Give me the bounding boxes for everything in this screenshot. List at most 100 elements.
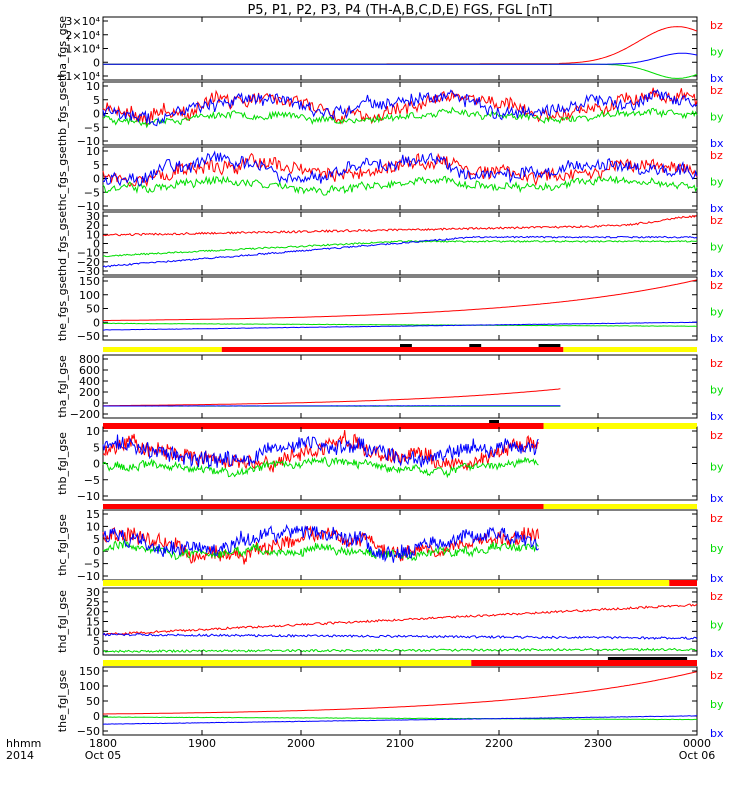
burst-mark bbox=[469, 344, 482, 347]
burst-mark bbox=[607, 657, 688, 660]
y-tick-label: −5 bbox=[84, 186, 100, 199]
x-tick-label: 2100 bbox=[386, 737, 414, 750]
panel-frame bbox=[102, 146, 698, 211]
y-tick-label: 10 bbox=[86, 80, 100, 93]
y-tick-label: 5 bbox=[93, 94, 100, 107]
mode-segment-slow bbox=[543, 423, 697, 429]
y-tick-label: 20 bbox=[86, 219, 100, 232]
mode-segment-slow bbox=[103, 580, 670, 586]
x-row-label: 2014 bbox=[6, 749, 34, 762]
burst-mark bbox=[538, 344, 561, 347]
series-line-bx bbox=[102, 715, 697, 725]
y-tick-label: 15 bbox=[86, 508, 100, 521]
y-tick-label: 400 bbox=[79, 375, 100, 388]
y-tick-label: 150 bbox=[79, 665, 100, 678]
y-tick-label: 1×10⁴ bbox=[65, 43, 100, 56]
panel-the-fgl-gse: 150 100 50 0 −50 the_fgl_gse bz by bx bbox=[56, 665, 724, 740]
x-tick-label: 1900 bbox=[188, 737, 216, 750]
x-date-start: Oct 05 bbox=[85, 749, 122, 762]
y-axis-label: thb_fgl_gse bbox=[56, 432, 69, 495]
y-tick-label: 10 bbox=[86, 425, 100, 438]
legend-label-bz: bz bbox=[710, 19, 723, 32]
series-line-by bbox=[102, 175, 698, 196]
legend-label-by: by bbox=[710, 542, 724, 555]
mode-segment-slow bbox=[563, 347, 697, 352]
x-tick-label: 0000 bbox=[683, 737, 711, 750]
y-tick-label: 100 bbox=[79, 680, 100, 693]
y-tick-label: 600 bbox=[79, 364, 100, 377]
series-line-bz bbox=[102, 214, 698, 237]
series-line-by bbox=[102, 538, 539, 562]
y-tick-label: −10 bbox=[77, 247, 100, 260]
y-tick-label: 10 bbox=[86, 145, 100, 158]
y-axis-label: thb_fgs_gse bbox=[56, 81, 69, 147]
y-tick-label: −50 bbox=[77, 725, 100, 738]
mode-segment-fast bbox=[103, 423, 544, 429]
y-tick-label: 0 bbox=[93, 545, 100, 558]
series-line-bz bbox=[102, 525, 540, 565]
mode-bar-2 bbox=[103, 420, 697, 429]
x-tick-label: 2300 bbox=[584, 737, 612, 750]
mode-bar-1 bbox=[103, 344, 697, 352]
y-tick-label: 10 bbox=[86, 228, 100, 241]
y-tick-label: 0 bbox=[93, 397, 100, 410]
series-line-bx bbox=[102, 321, 698, 331]
series-line-by bbox=[103, 322, 698, 327]
y-tick-label: −10 bbox=[77, 570, 100, 583]
y-tick-label: 25 bbox=[86, 596, 100, 609]
y-tick-label: −30 bbox=[77, 265, 100, 278]
series-line-by bbox=[102, 456, 539, 479]
legend-label-bz: bz bbox=[710, 214, 723, 227]
mode-bar-5 bbox=[103, 657, 697, 666]
legend-label-by: by bbox=[710, 241, 724, 254]
series-line-by bbox=[102, 716, 698, 721]
series-line-bx bbox=[103, 52, 698, 65]
y-tick-label: −50 bbox=[77, 330, 100, 343]
series-line-bx bbox=[102, 150, 698, 187]
legend-label-by: by bbox=[710, 306, 724, 319]
mode-segment-fast bbox=[669, 580, 697, 586]
panel-frame bbox=[102, 587, 698, 656]
series-line-by bbox=[102, 240, 698, 258]
y-axis-label: the_fgl_gse bbox=[56, 670, 69, 733]
x-date-end: Oct 06 bbox=[679, 749, 716, 762]
legend-label-bx: bx bbox=[710, 727, 724, 740]
legend-label-by: by bbox=[710, 111, 724, 124]
y-tick-label: −200 bbox=[70, 408, 100, 421]
legend-label-by: by bbox=[710, 619, 724, 632]
y-tick-label: 0 bbox=[93, 458, 100, 471]
y-axis-label: thc_fgl_gse bbox=[56, 514, 69, 576]
y-tick-label: 5 bbox=[93, 159, 100, 172]
mode-bar-3 bbox=[103, 504, 697, 509]
panel-thb-fgl-gse: 10 5 0 −5 −10 thb_fgl_gse bz by bx bbox=[56, 425, 724, 505]
mode-segment-slow bbox=[543, 504, 697, 509]
burst-mark bbox=[400, 344, 412, 347]
y-tick-label: 0 bbox=[93, 710, 100, 723]
y-tick-label: 5 bbox=[93, 635, 100, 648]
legend-label-bx: bx bbox=[710, 137, 724, 150]
y-tick-label: 150 bbox=[79, 275, 100, 288]
legend-label-bx: bx bbox=[710, 202, 724, 215]
y-tick-label: 2×10⁴ bbox=[65, 29, 100, 42]
mode-segment-fast bbox=[221, 347, 564, 352]
series-line-bz bbox=[102, 87, 698, 126]
legend-label-bz: bz bbox=[710, 590, 723, 603]
series-line-bz bbox=[102, 26, 698, 65]
legend-label-by: by bbox=[710, 461, 724, 474]
x-tick-label: 2200 bbox=[485, 737, 513, 750]
series-line-bz bbox=[103, 388, 561, 407]
legend-label-bz: bz bbox=[710, 429, 723, 442]
legend-label-bx: bx bbox=[710, 572, 724, 585]
y-tick-label: 10 bbox=[86, 520, 100, 533]
y-tick-label: 3×10⁴ bbox=[65, 15, 100, 28]
y-tick-label: 20 bbox=[86, 606, 100, 619]
mode-segment-slow bbox=[103, 347, 222, 352]
